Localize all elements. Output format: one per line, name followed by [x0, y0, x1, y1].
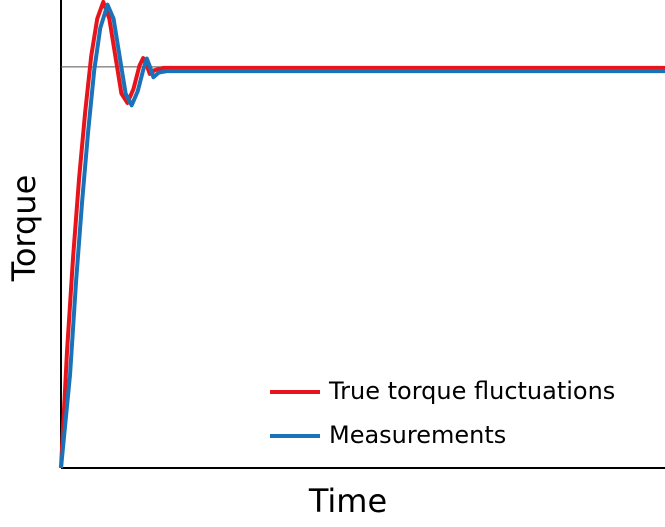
legend-label: True torque fluctuations	[328, 377, 615, 405]
legend-label: Measurements	[329, 421, 506, 449]
x-axis-title: Time	[308, 482, 387, 520]
data-line	[59, 2, 665, 469]
data-line	[59, 0, 665, 469]
y-axis-title: Torque	[5, 175, 43, 283]
